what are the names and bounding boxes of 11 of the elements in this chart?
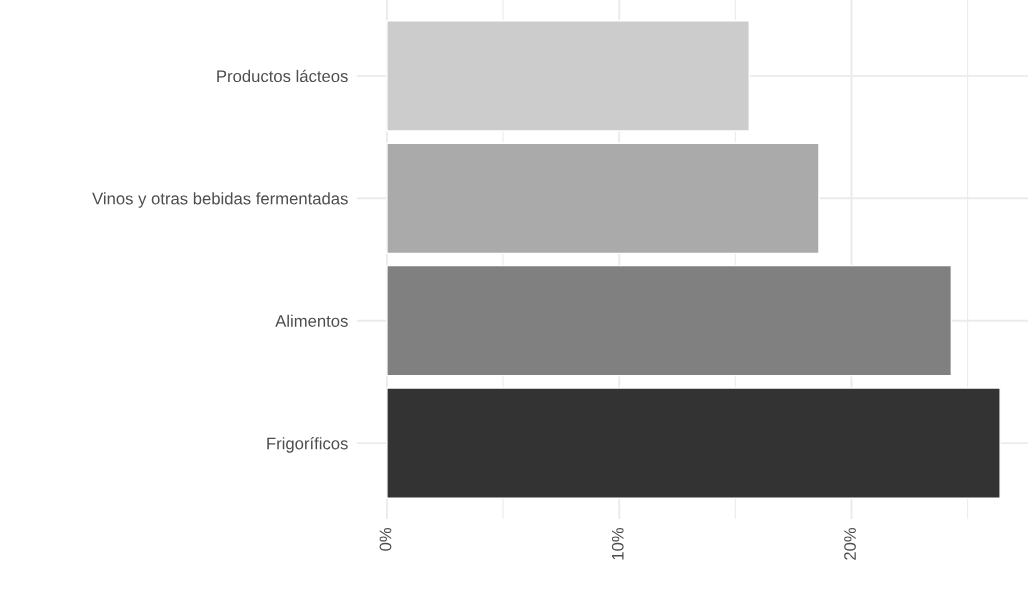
bar xyxy=(386,142,820,255)
bar xyxy=(386,264,953,377)
x-tick-label: 20% xyxy=(844,527,856,560)
x-tick-label: 0% xyxy=(379,527,392,551)
y-tick-label: Frigoríficos xyxy=(267,436,348,453)
y-tick-label: Vinos y otras bebidas fermentadas xyxy=(92,192,348,208)
y-tick-label: Productos lácteos xyxy=(217,69,348,83)
bar xyxy=(386,387,1001,499)
y-tick-label: Alimentos xyxy=(275,314,348,327)
bar xyxy=(386,20,750,132)
x-tick-label: 10% xyxy=(611,527,624,560)
